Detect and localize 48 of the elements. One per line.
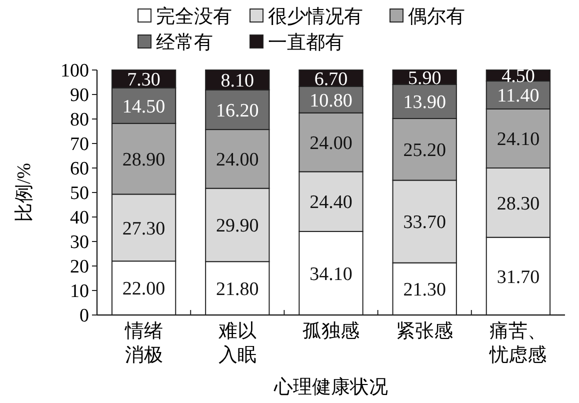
y-tick-label: 0 <box>80 306 89 327</box>
data-label: 6.70 <box>314 68 348 90</box>
y-tick-label: 60 <box>70 158 89 180</box>
y-tick-label: 10 <box>70 281 89 302</box>
y-tick-label: 90 <box>70 85 89 106</box>
x-tick-label: 痛苦、忧虑感 <box>488 321 547 366</box>
data-label: 21.30 <box>403 280 446 301</box>
legend-label: 完全没有 <box>156 6 232 28</box>
data-label: 24.40 <box>310 192 352 214</box>
y-tick-label: 70 <box>70 134 89 156</box>
data-label: 16.20 <box>216 100 259 122</box>
y-tick-label: 80 <box>70 110 89 131</box>
y-axis-title: 比例/% <box>14 162 35 222</box>
data-label: 14.50 <box>122 96 166 118</box>
y-tick-label: 100 <box>60 60 89 82</box>
x-tick-label: 难以入眠 <box>217 321 256 366</box>
x-axis-title: 心理健康状况 <box>273 376 388 398</box>
x-tick-label: 情绪消极 <box>124 321 163 366</box>
data-label: 34.10 <box>310 264 352 285</box>
y-tick-label: 30 <box>70 232 89 254</box>
data-label: 28.90 <box>122 149 166 170</box>
data-label: 13.90 <box>403 92 446 114</box>
y-tick-label: 40 <box>70 208 89 229</box>
data-label: 29.90 <box>216 216 259 237</box>
data-label: 24.00 <box>216 150 259 171</box>
y-tick-label: 50 <box>70 183 89 204</box>
data-label: 4.50 <box>502 66 535 88</box>
data-label: 31.70 <box>496 266 540 288</box>
legend-label: 很少情况有 <box>268 6 363 28</box>
y-tick-label: 20 <box>70 256 89 278</box>
data-label: 8.10 <box>220 70 254 92</box>
data-label: 33.70 <box>403 212 446 234</box>
data-label: 22.00 <box>122 278 166 300</box>
data-label: 5.90 <box>408 68 442 89</box>
data-label: 21.80 <box>216 278 259 300</box>
data-label: 24.00 <box>310 132 352 154</box>
data-label: 27.30 <box>122 218 166 240</box>
data-label: 10.80 <box>310 90 352 112</box>
legend-label: 经常有 <box>156 32 213 54</box>
legend-label: 偶尔有 <box>408 6 465 28</box>
x-tick-label: 紧张感 <box>396 321 454 342</box>
data-label: 24.10 <box>496 129 540 150</box>
data-label: 7.30 <box>127 70 160 91</box>
data-label: 11.40 <box>497 86 540 107</box>
data-label: 25.20 <box>403 140 446 162</box>
x-tick-label: 孤独感 <box>302 321 360 342</box>
data-label: 28.30 <box>496 193 540 214</box>
legend-label: 一直都有 <box>268 32 344 54</box>
